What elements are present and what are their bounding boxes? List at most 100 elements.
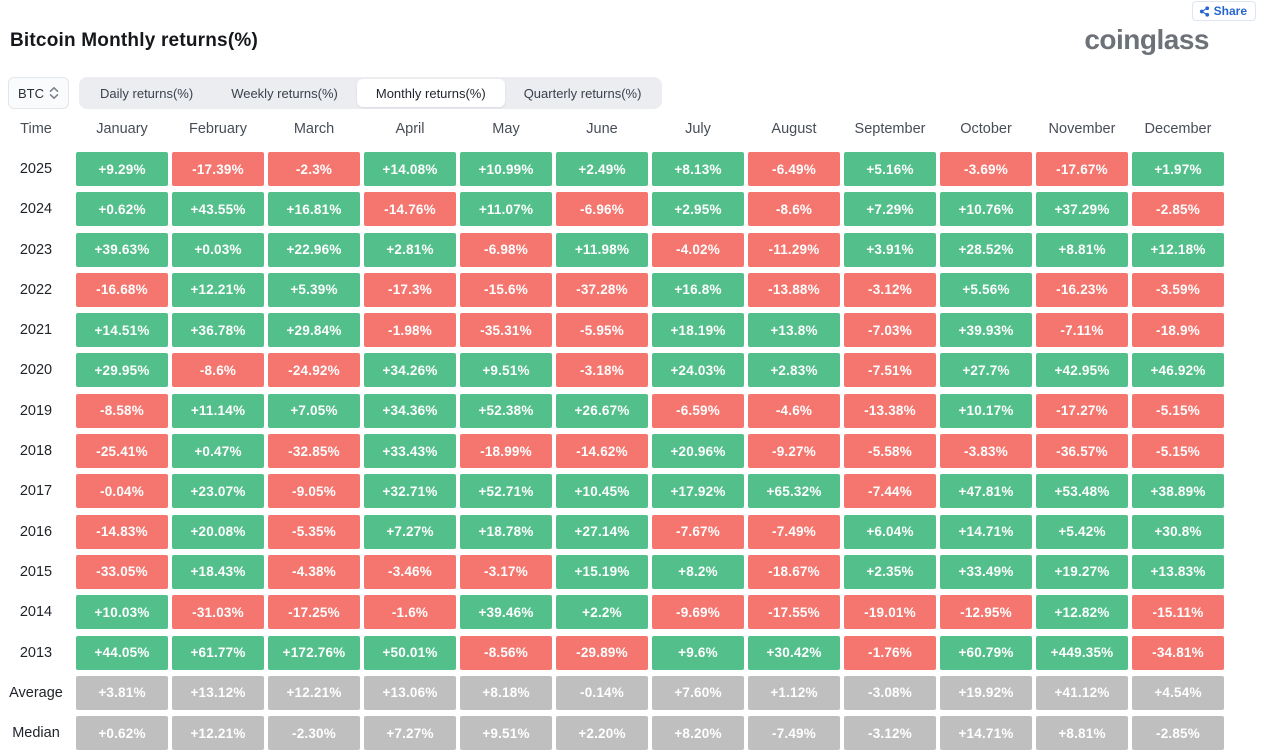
return-cell: +33.43% xyxy=(364,434,456,469)
month-header-december: December xyxy=(1144,121,1212,137)
return-cell: +1.12% xyxy=(748,675,840,710)
return-cell: +12.21% xyxy=(172,272,264,307)
return-cell: +12.21% xyxy=(172,716,264,751)
return-cell: -19.01% xyxy=(844,595,936,630)
table-row-2025: 2025 +9.29% -17.39% -2.3% +14.08% +10.99% +2.4… xyxy=(0,152,1224,186)
return-cell: -2.30% xyxy=(268,716,360,751)
return-cell: -4.02% xyxy=(652,232,744,267)
return-cell: +32.71% xyxy=(364,474,456,509)
return-cell: -4.38% xyxy=(268,554,360,589)
return-cell: +0.47% xyxy=(172,434,264,469)
return-cell: -7.51% xyxy=(844,353,936,388)
table-row-average: Average +3.81% +13.12% +12.21% +13.06% +8.18%… xyxy=(0,675,1224,710)
return-cell: +2.81% xyxy=(364,232,456,267)
table-row-2020: 2020 +29.95% -8.6% -24.92% +34.26% +9.51% -3.1… xyxy=(0,353,1224,388)
return-cell: -12.95% xyxy=(940,595,1032,630)
return-cell: +449.35% xyxy=(1036,635,1128,670)
return-cell: +20.08% xyxy=(172,514,264,549)
return-cell: -34.81% xyxy=(1132,635,1224,670)
table-body: 2025 +9.29% -17.39% -2.3% +14.08% +10.99% +2.4… xyxy=(0,152,1224,751)
return-cell: -6.98% xyxy=(460,232,552,267)
return-cell: +18.19% xyxy=(652,313,744,348)
return-cell: -8.6% xyxy=(172,353,264,388)
return-cell: -7.44% xyxy=(844,474,936,509)
return-cell: +3.81% xyxy=(76,675,168,710)
return-cell: +12.18% xyxy=(1132,232,1224,267)
tab-daily[interactable]: Daily returns(%) xyxy=(100,85,194,101)
return-cell: +2.20% xyxy=(556,716,648,751)
return-cell: -3.12% xyxy=(844,272,936,307)
row-label: 2018 xyxy=(19,443,53,460)
return-cell: -29.89% xyxy=(556,635,648,670)
month-header-august: August xyxy=(771,121,817,137)
return-cell: +47.81% xyxy=(940,474,1032,509)
month-header-june: June xyxy=(586,121,618,137)
return-cell: +30.8% xyxy=(1132,514,1224,549)
return-cell: +2.2% xyxy=(556,595,648,630)
return-cell: +8.2% xyxy=(652,554,744,589)
return-cell: +11.07% xyxy=(460,192,552,227)
return-cell: +19.27% xyxy=(1036,554,1128,589)
return-cell: -6.96% xyxy=(556,192,648,227)
table-row-2018: 2018 -25.41% +0.47% -32.85% +33.43% -18.99% -1… xyxy=(0,434,1224,469)
return-cell: -17.3% xyxy=(364,272,456,307)
return-cell: +39.63% xyxy=(76,232,168,267)
return-cell: -7.03% xyxy=(844,313,936,348)
return-cell: -8.58% xyxy=(76,393,168,428)
tab-monthly[interactable]: Monthly returns(%) xyxy=(356,79,505,107)
return-cell: -13.38% xyxy=(844,393,936,428)
month-header-january: January xyxy=(96,121,148,137)
return-cell: +22.96% xyxy=(268,232,360,267)
return-cell: -4.6% xyxy=(748,393,840,428)
returns-table: Time January February March April May June July… xyxy=(0,113,1224,755)
return-cell: -6.59% xyxy=(652,393,744,428)
row-label: 2016 xyxy=(19,523,53,540)
return-cell: +7.29% xyxy=(844,192,936,227)
return-cell: +9.6% xyxy=(652,635,744,670)
return-cell: -0.04% xyxy=(76,474,168,509)
table-row-2021: 2021 +14.51% +36.78% +29.84% -1.98% -35.31% -5… xyxy=(0,313,1224,348)
return-cell: -3.12% xyxy=(844,716,936,751)
return-cell: -3.46% xyxy=(364,554,456,589)
row-label: 2015 xyxy=(19,563,53,580)
return-cell: -1.98% xyxy=(364,313,456,348)
return-cell: +17.92% xyxy=(652,474,744,509)
select-arrows-icon xyxy=(49,87,59,99)
return-cell: +12.21% xyxy=(268,675,360,710)
month-header-may: May xyxy=(492,121,520,137)
return-cell: -2.85% xyxy=(1132,192,1224,227)
return-cell: -14.83% xyxy=(76,514,168,549)
row-label: 2020 xyxy=(19,362,53,379)
return-cell: -1.76% xyxy=(844,635,936,670)
return-cell: +16.81% xyxy=(268,192,360,227)
return-cell: -17.39% xyxy=(172,152,264,186)
share-icon xyxy=(1199,5,1209,17)
return-cell: -3.69% xyxy=(940,152,1032,186)
row-label: 2022 xyxy=(19,281,53,298)
return-cell: +5.39% xyxy=(268,272,360,307)
coin-selector[interactable]: BTC xyxy=(8,77,69,109)
month-header-november: November xyxy=(1048,121,1116,137)
return-cell: +0.03% xyxy=(172,232,264,267)
return-cell: -18.9% xyxy=(1132,313,1224,348)
share-button[interactable]: Share xyxy=(1191,1,1256,21)
return-cell: +7.60% xyxy=(652,675,744,710)
return-cell: +38.89% xyxy=(1132,474,1224,509)
return-cell: -37.28% xyxy=(556,272,648,307)
return-cell: +9.29% xyxy=(76,152,168,186)
return-cell: -5.35% xyxy=(268,514,360,549)
return-cell: -5.15% xyxy=(1132,434,1224,469)
return-cell: -35.31% xyxy=(460,313,552,348)
return-cell: -0.14% xyxy=(556,675,648,710)
return-cell: +3.91% xyxy=(844,232,936,267)
return-cell: +14.71% xyxy=(940,514,1032,549)
tab-quarterly[interactable]: Quarterly returns(%) xyxy=(523,85,642,101)
return-cell: -25.41% xyxy=(76,434,168,469)
return-cell: +42.95% xyxy=(1036,353,1128,388)
tab-weekly[interactable]: Weekly returns(%) xyxy=(231,85,338,101)
return-cell: +43.55% xyxy=(172,192,264,227)
return-cell: -18.99% xyxy=(460,434,552,469)
return-cell: +20.96% xyxy=(652,434,744,469)
return-cell: +7.27% xyxy=(364,716,456,751)
coin-selector-value: BTC xyxy=(18,85,44,101)
